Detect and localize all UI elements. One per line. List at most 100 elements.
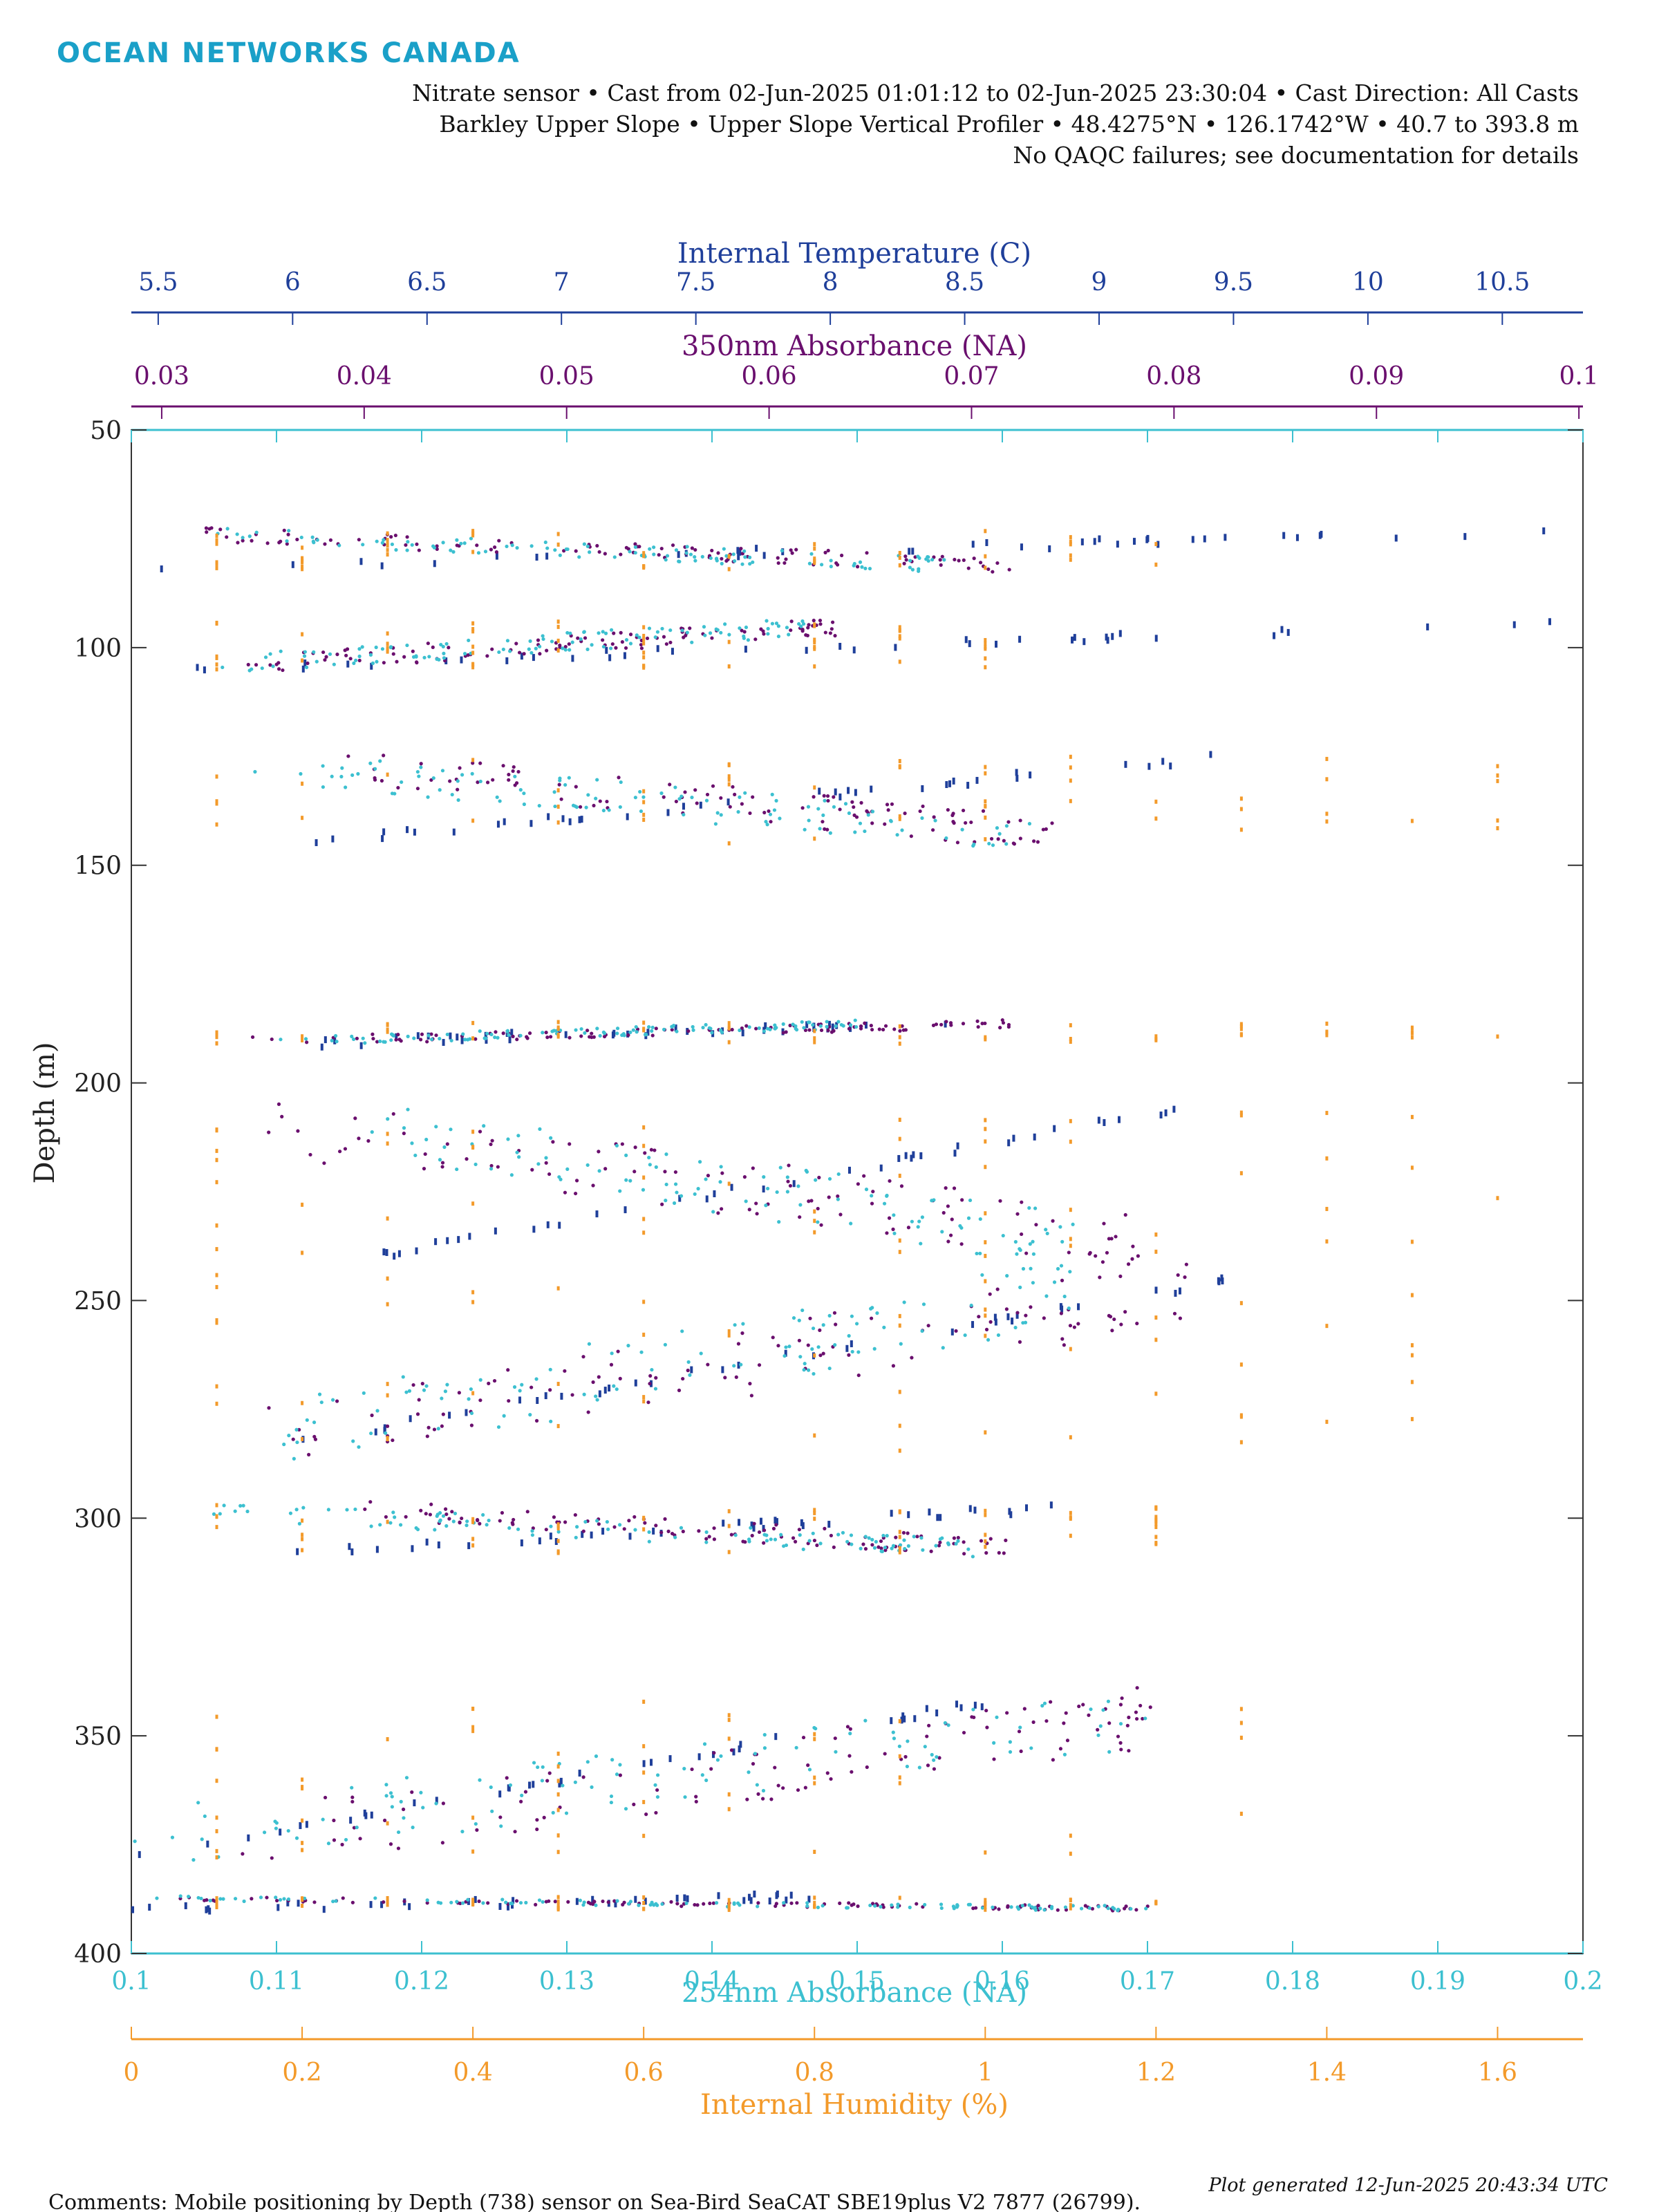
data-point bbox=[1117, 1116, 1121, 1123]
data-point bbox=[484, 1031, 487, 1039]
data-point bbox=[303, 650, 308, 654]
data-point bbox=[1069, 1906, 1072, 1911]
data-point bbox=[218, 527, 223, 532]
data-point bbox=[478, 1398, 482, 1403]
data-point bbox=[813, 542, 816, 547]
data-point bbox=[919, 1241, 923, 1246]
data-point bbox=[898, 636, 901, 641]
data-point bbox=[350, 1799, 355, 1804]
data-point bbox=[515, 1038, 519, 1042]
data-point bbox=[825, 1024, 829, 1029]
data-point bbox=[968, 1902, 972, 1906]
data-point bbox=[312, 1434, 317, 1438]
data-point bbox=[598, 799, 602, 803]
data-point bbox=[399, 1799, 403, 1803]
data-point bbox=[892, 1213, 896, 1217]
data-point bbox=[761, 1788, 766, 1793]
data-point bbox=[301, 1038, 304, 1042]
data-point bbox=[544, 1392, 547, 1400]
series-abs350 bbox=[178, 526, 1188, 1913]
data-point bbox=[215, 1848, 218, 1853]
humidity-tick-label: 0.2 bbox=[282, 2059, 321, 2087]
data-point bbox=[389, 1038, 393, 1042]
data-point bbox=[813, 1036, 816, 1041]
data-point bbox=[994, 1318, 997, 1326]
data-point bbox=[282, 1442, 286, 1447]
temperature-tick-label: 10.5 bbox=[1474, 268, 1530, 297]
data-point bbox=[402, 1126, 406, 1130]
data-point bbox=[834, 788, 837, 796]
data-point bbox=[499, 1824, 503, 1828]
data-point bbox=[388, 1521, 393, 1525]
data-point bbox=[148, 1904, 151, 1911]
data-point bbox=[215, 801, 218, 806]
data-point bbox=[688, 626, 692, 630]
data-point bbox=[471, 1707, 475, 1712]
data-point bbox=[897, 1744, 901, 1748]
data-point bbox=[610, 642, 615, 646]
data-point bbox=[648, 547, 652, 551]
data-point bbox=[818, 1541, 823, 1546]
data-point bbox=[848, 1023, 853, 1027]
data-point bbox=[509, 1173, 514, 1177]
data-point bbox=[757, 1363, 762, 1367]
data-point bbox=[1002, 1551, 1006, 1555]
data-point bbox=[1031, 1281, 1035, 1285]
data-point bbox=[642, 637, 646, 641]
data-point bbox=[441, 644, 445, 649]
data-point bbox=[1071, 1904, 1075, 1908]
data-point bbox=[1018, 1725, 1022, 1730]
data-point bbox=[536, 1397, 539, 1405]
data-point bbox=[923, 1745, 927, 1749]
data-point bbox=[749, 1897, 753, 1904]
data-point bbox=[863, 566, 868, 570]
data-point bbox=[642, 655, 646, 659]
data-point bbox=[777, 1220, 781, 1224]
data-point bbox=[984, 815, 987, 820]
data-point bbox=[859, 1024, 863, 1029]
data-point bbox=[920, 1215, 924, 1219]
data-point bbox=[705, 792, 710, 797]
data-point bbox=[738, 795, 742, 799]
data-point bbox=[761, 1797, 765, 1801]
data-point bbox=[305, 1040, 309, 1044]
data-point bbox=[442, 651, 446, 655]
data-point bbox=[618, 1376, 622, 1380]
data-point bbox=[1029, 1746, 1033, 1750]
data-point bbox=[1020, 543, 1023, 551]
data-point bbox=[1029, 771, 1032, 779]
data-point bbox=[591, 1895, 594, 1903]
data-point bbox=[682, 812, 686, 817]
data-point bbox=[380, 541, 384, 545]
data-point bbox=[563, 1190, 568, 1194]
data-point bbox=[268, 663, 272, 667]
data-point bbox=[507, 778, 511, 782]
data-point bbox=[215, 1148, 218, 1153]
data-point bbox=[1176, 1273, 1180, 1277]
data-point bbox=[507, 1398, 511, 1403]
data-point bbox=[395, 1033, 398, 1040]
data-point bbox=[762, 1746, 767, 1750]
data-point bbox=[299, 1822, 302, 1830]
data-point bbox=[764, 1022, 767, 1029]
data-point bbox=[561, 1783, 565, 1788]
data-point bbox=[1080, 538, 1084, 545]
data-point bbox=[686, 1360, 691, 1364]
data-point bbox=[980, 1906, 985, 1910]
data-point bbox=[301, 1903, 304, 1908]
data-point bbox=[979, 1539, 984, 1543]
data-point bbox=[984, 554, 987, 559]
data-point bbox=[812, 1371, 816, 1376]
data-point bbox=[997, 1907, 1001, 1911]
data-point bbox=[370, 1811, 373, 1819]
data-point bbox=[797, 1528, 801, 1532]
data-point bbox=[1015, 1252, 1019, 1256]
data-point bbox=[455, 1900, 459, 1904]
data-point bbox=[727, 1181, 731, 1186]
data-point bbox=[683, 1894, 686, 1902]
data-point bbox=[792, 1180, 796, 1188]
data-point bbox=[1069, 798, 1072, 803]
data-point bbox=[1077, 1303, 1080, 1311]
data-point bbox=[505, 1776, 509, 1780]
data-point bbox=[917, 1765, 921, 1770]
